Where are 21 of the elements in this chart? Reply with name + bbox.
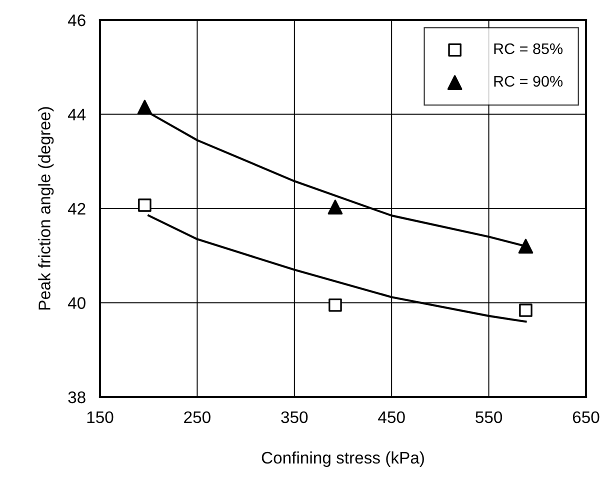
y-axis-title: Peak friction angle (degree) <box>38 107 54 310</box>
legend-label: RC = 85% <box>494 43 563 54</box>
y-tick-label: 42 <box>68 202 86 215</box>
legend-label: RC = 90% <box>494 76 563 87</box>
y-tick-label: 38 <box>68 391 86 404</box>
x-tick-label: 450 <box>378 411 405 424</box>
y-tick-label: 40 <box>68 297 86 309</box>
x-tick-label: 550 <box>476 411 502 424</box>
y-tick-label: 46 <box>68 14 86 26</box>
point <box>328 200 343 215</box>
x-tick-label: 350 <box>281 411 308 424</box>
point <box>137 100 152 115</box>
point <box>519 304 532 317</box>
x-tick-label: 250 <box>184 411 210 424</box>
y-tick-label: 44 <box>68 108 86 120</box>
x-tick-label: 650 <box>572 411 600 424</box>
point <box>518 238 534 254</box>
point <box>328 298 342 312</box>
point <box>138 198 152 212</box>
x-axis-title: Confining stress (kPa) <box>262 451 424 467</box>
x-tick-label: 150 <box>87 411 114 424</box>
